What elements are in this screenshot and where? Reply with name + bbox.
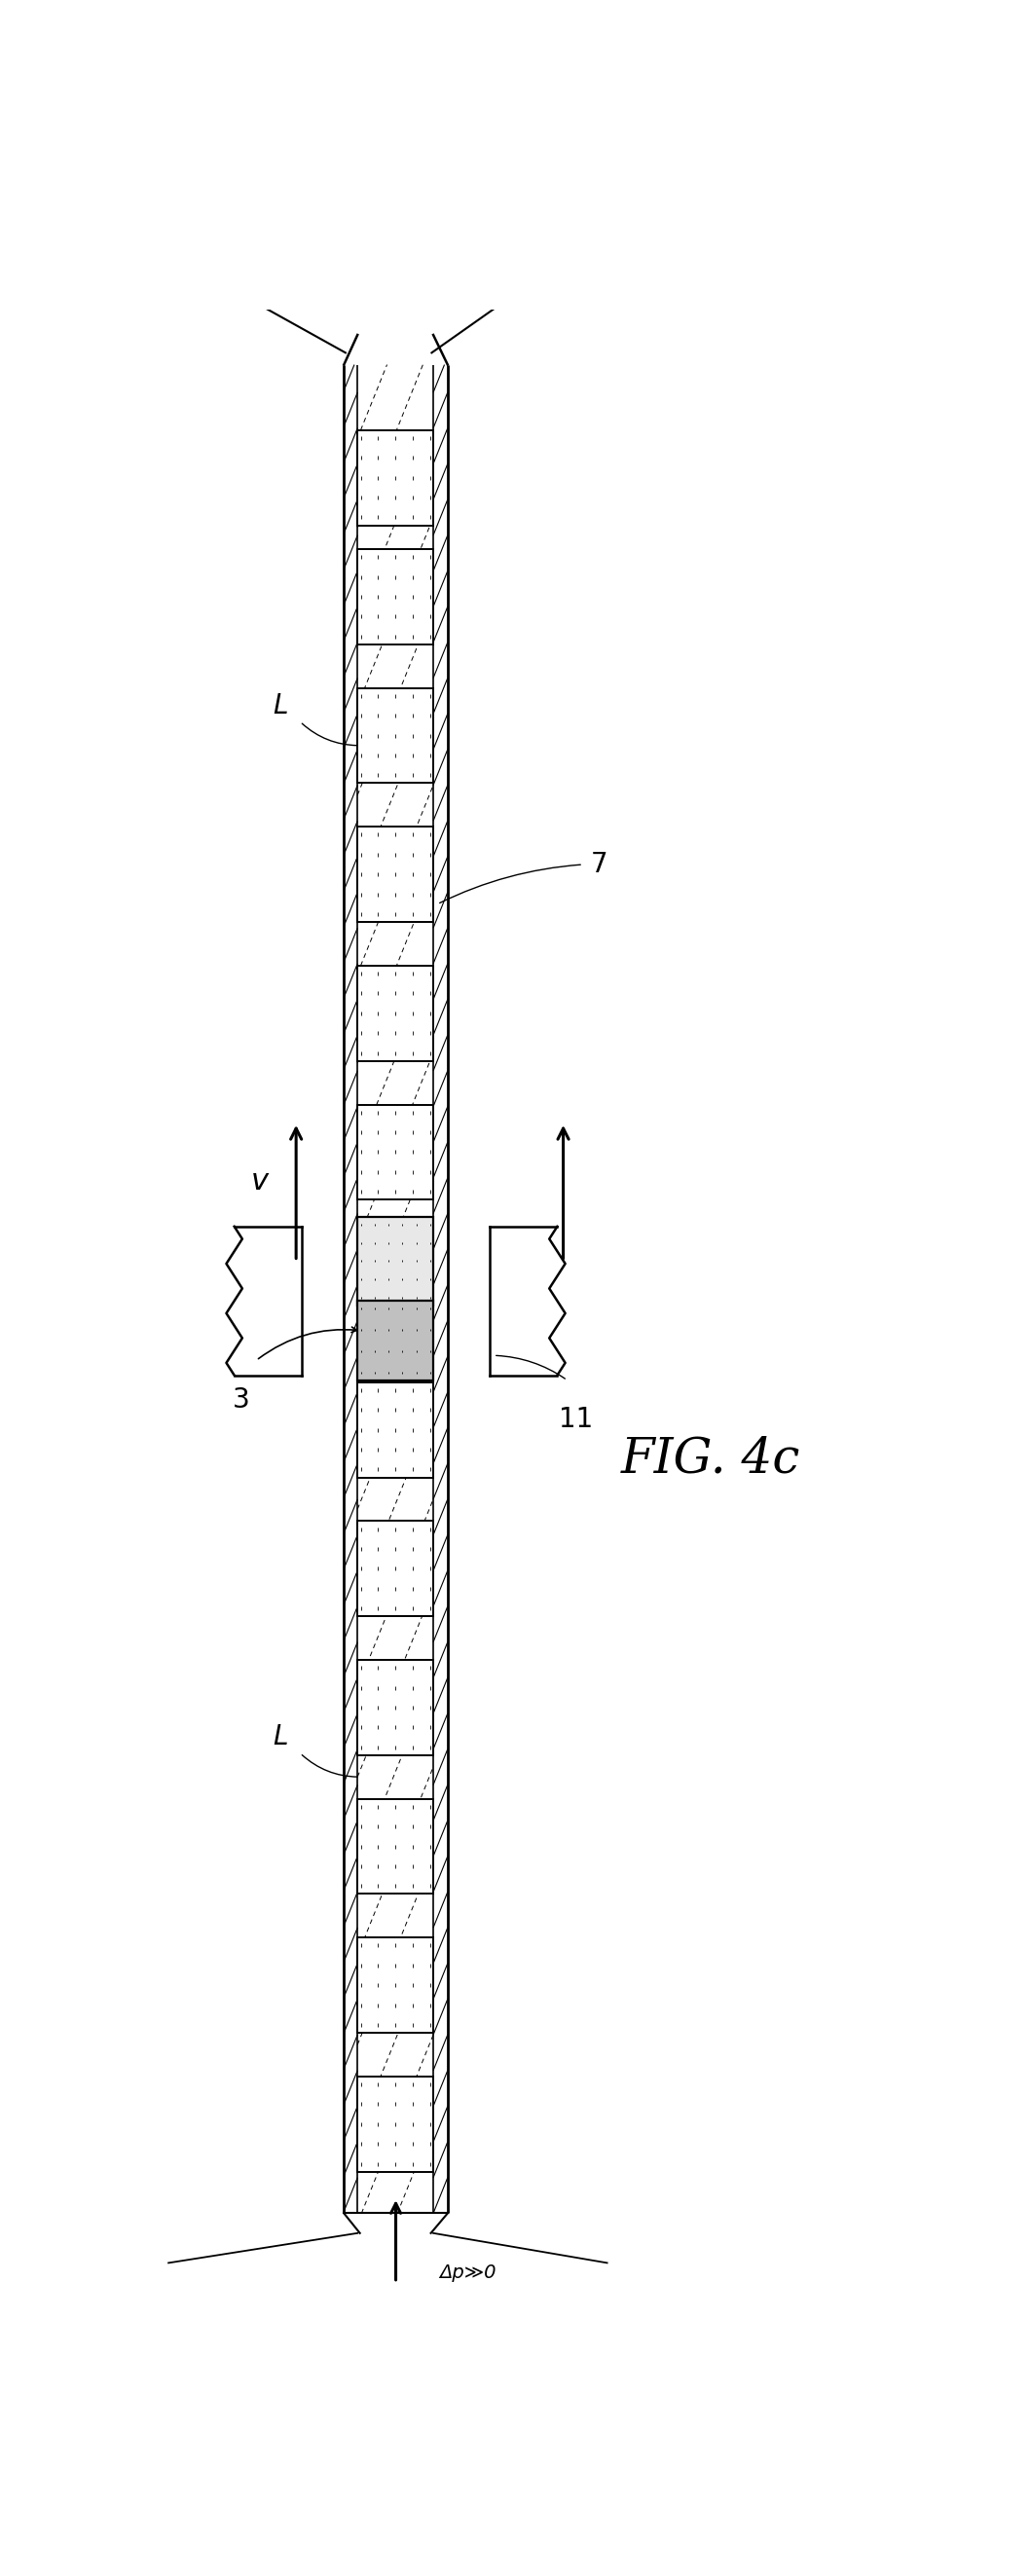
Bar [357,1105,433,1200]
Bar [357,1798,433,1893]
Text: 7: 7 [591,850,608,878]
Bar [357,1383,433,1479]
Bar [357,430,433,526]
Text: L: L [273,1723,288,1752]
Bar [357,549,433,644]
Bar [357,2076,433,2172]
Bar [357,827,433,922]
Bar [357,1937,433,2032]
Text: 11: 11 [560,1406,594,1432]
Bar [357,1301,433,1381]
Text: FIG. 4c: FIG. 4c [622,1435,801,1484]
Bar [357,1216,433,1306]
Text: 3: 3 [233,1386,250,1414]
Text: L: L [273,693,288,719]
Bar [357,688,433,783]
Bar [357,966,433,1061]
Bar [357,1659,433,1754]
Text: Δp≫0: Δp≫0 [439,2264,497,2282]
Text: v: v [251,1167,269,1195]
Bar [357,1520,433,1615]
